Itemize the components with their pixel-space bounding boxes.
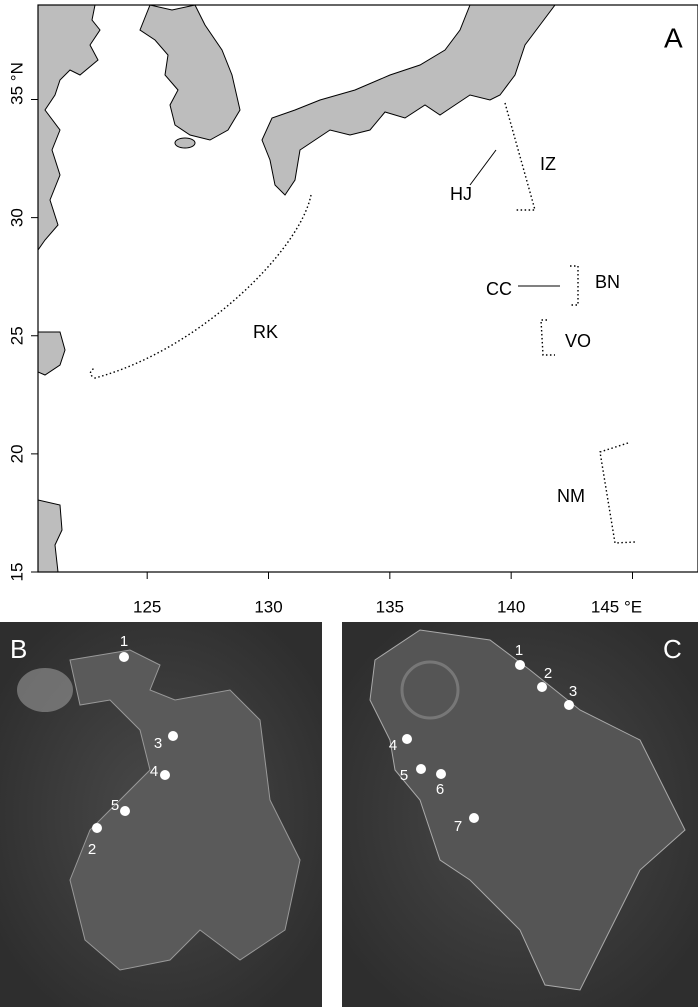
island xyxy=(69,649,301,971)
luzon xyxy=(38,499,63,572)
iz-outline xyxy=(504,102,536,211)
site-label: 4 xyxy=(150,763,158,780)
hj-leader xyxy=(469,149,497,186)
jeju xyxy=(174,137,196,149)
y-tick-label: 25 xyxy=(7,326,26,345)
site-marker xyxy=(160,770,170,780)
site-marker xyxy=(537,682,547,692)
region-label: CC xyxy=(486,279,512,299)
y-tick-label: 35 °N xyxy=(7,62,26,105)
panel-label: A xyxy=(664,22,683,53)
x-tick-label: 135 xyxy=(376,597,404,616)
site-label: 5 xyxy=(111,797,119,814)
panel-label: B xyxy=(10,634,27,664)
island xyxy=(369,629,686,991)
panel-label: C xyxy=(663,634,682,664)
site-marker xyxy=(92,823,102,833)
site-marker xyxy=(168,731,178,741)
site-marker xyxy=(402,734,412,744)
map-panel: IZ HJ BN CC VO RK NM A xyxy=(38,5,698,572)
panel-c: C xyxy=(342,622,698,1007)
site-marker xyxy=(515,660,525,670)
site-label: 6 xyxy=(436,781,444,798)
korea xyxy=(139,5,241,141)
region-label: BN xyxy=(595,272,620,292)
y-tick-label: 20 xyxy=(7,444,26,463)
site-label: 1 xyxy=(120,633,128,650)
site-marker xyxy=(436,769,446,779)
china-coast xyxy=(38,5,101,251)
taiwan xyxy=(38,331,66,376)
site-marker xyxy=(416,764,426,774)
rk-outline xyxy=(89,194,312,379)
site-label: 5 xyxy=(400,767,408,784)
region-label: VO xyxy=(565,331,591,351)
site-label: 2 xyxy=(88,841,96,858)
x-tick-label: 130 xyxy=(254,597,282,616)
site-marker xyxy=(564,700,574,710)
x-tick-label: 125 xyxy=(133,597,161,616)
axes: 125 130 135 140 145 °E 15 20 25 30 35 °N xyxy=(7,62,642,616)
map-frame xyxy=(37,4,698,573)
bn-outline xyxy=(570,265,579,306)
x-tick-label: 145 °E xyxy=(591,597,642,616)
panel-b: B xyxy=(0,622,322,1007)
site-marker xyxy=(469,813,479,823)
y-tick-label: 15 xyxy=(7,563,26,582)
region-label: HJ xyxy=(450,184,472,204)
site-label: 3 xyxy=(569,683,577,700)
site-label: 3 xyxy=(154,735,162,752)
region-label: NM xyxy=(557,486,585,506)
crater xyxy=(400,660,460,720)
site-label: 2 xyxy=(544,665,552,682)
region-label: IZ xyxy=(540,154,556,174)
site-marker xyxy=(119,652,129,662)
y-tick-label: 30 xyxy=(7,208,26,227)
x-tick-label: 140 xyxy=(497,597,525,616)
cloud xyxy=(17,668,73,712)
region-label: RK xyxy=(253,322,278,342)
japan xyxy=(261,5,556,196)
site-label: 1 xyxy=(515,642,523,659)
site-label: 4 xyxy=(389,737,397,754)
site-label: 7 xyxy=(454,818,462,835)
site-marker xyxy=(120,806,130,816)
